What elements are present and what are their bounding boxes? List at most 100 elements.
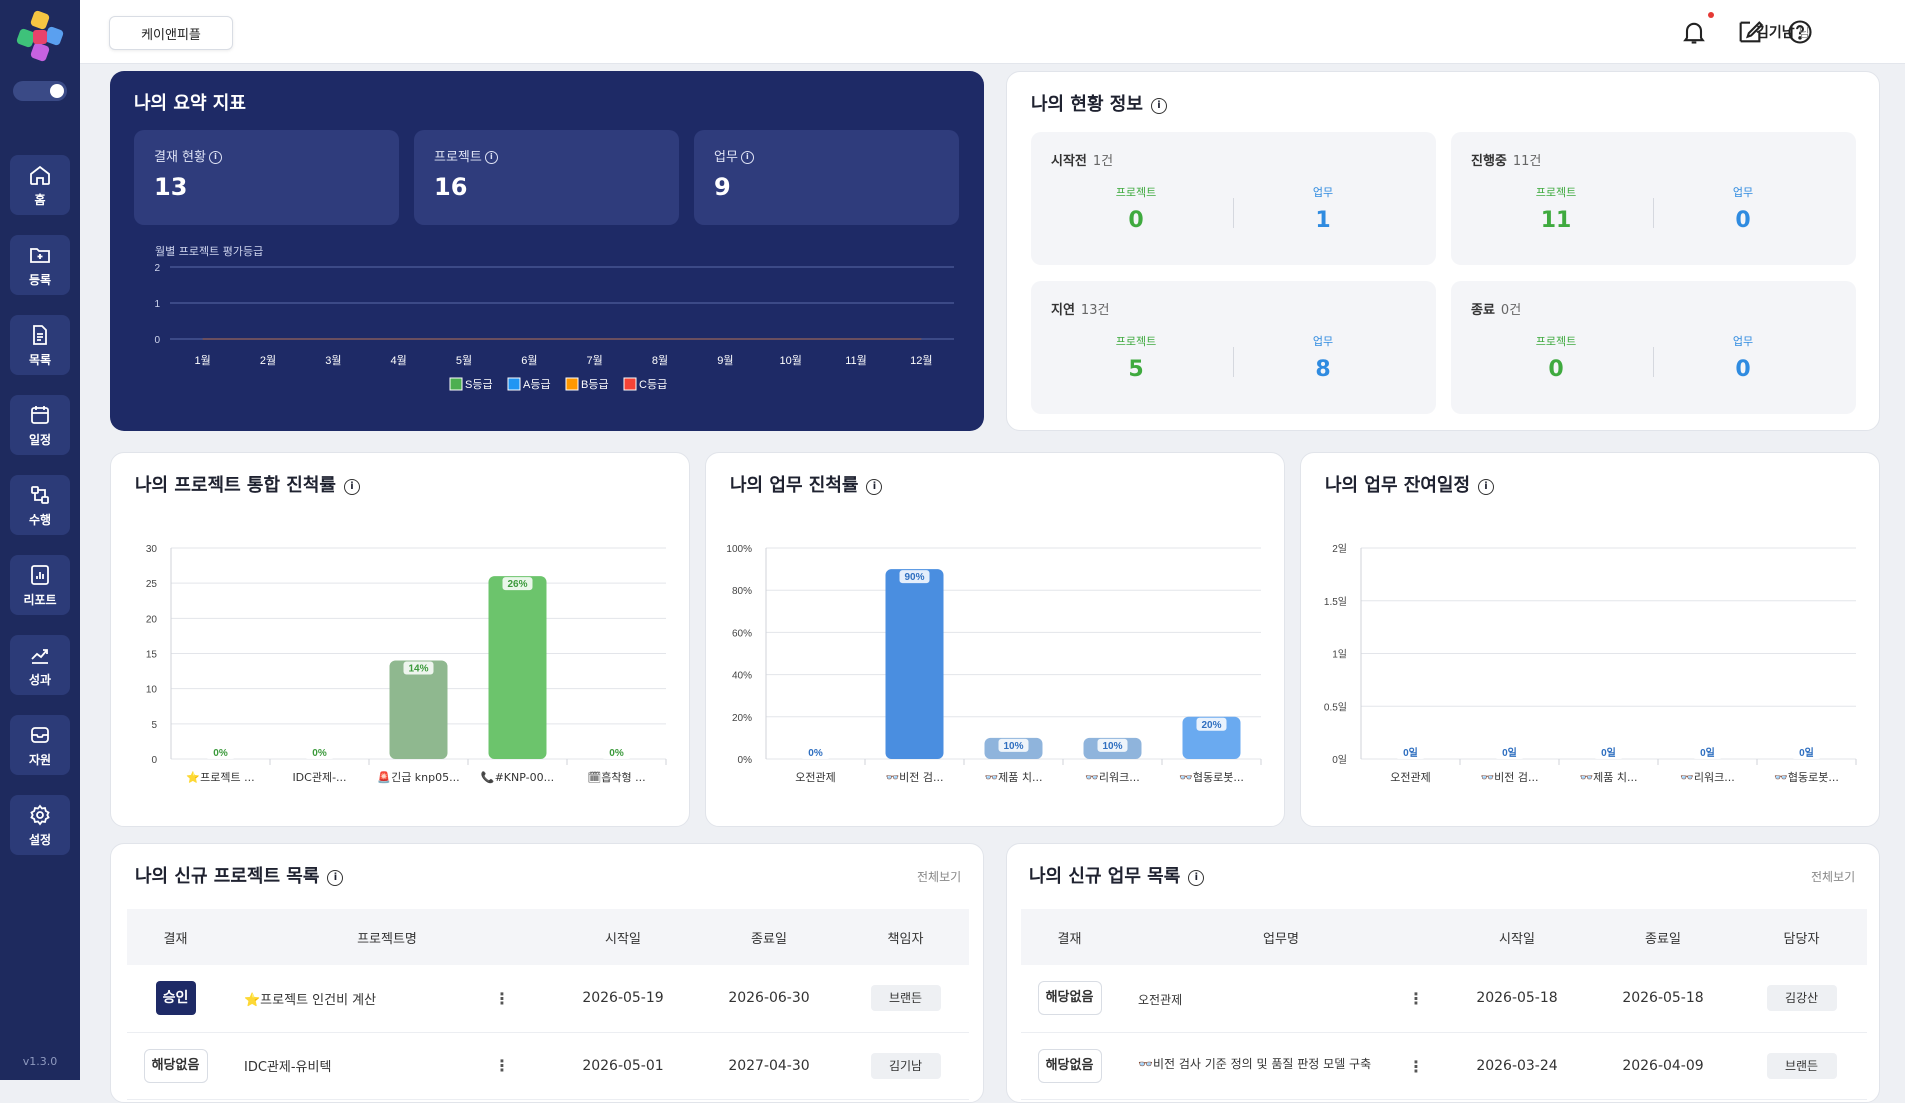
status-badge: 해당없음 — [1037, 981, 1102, 1016]
table-row[interactable]: 해당없음 IDC관제-유비텍 ⋮ 2026-05-01 2027-04-30 김기… — [127, 1032, 969, 1100]
info-icon[interactable]: i — [208, 151, 222, 164]
more-icon[interactable]: ⋮ — [494, 988, 510, 1008]
stat-project[interactable]: 프로젝트 i 16 — [414, 130, 679, 225]
col-start[interactable]: 시작일 — [1444, 909, 1590, 965]
info-icon[interactable]: i — [1478, 479, 1495, 495]
inbox-icon — [31, 726, 49, 743]
legend-label: S등급 — [465, 378, 493, 391]
more-icon[interactable]: ⋮ — [1408, 1057, 1424, 1076]
nav-performance[interactable]: 성과 — [10, 635, 70, 695]
x-tick-label: 오전관제 — [795, 771, 835, 784]
help-icon[interactable] — [1786, 18, 1814, 46]
info-icon[interactable]: i — [327, 870, 344, 886]
status-task[interactable]: 업무 0 — [1732, 335, 1754, 382]
status-task[interactable]: 업무 0 — [1732, 186, 1754, 233]
status-project[interactable]: 프로젝트 11 — [1535, 186, 1577, 233]
bar-label-bg — [800, 746, 831, 759]
status-box-title: 지연 13건 — [1051, 303, 1110, 318]
y-tick-label: 0% — [738, 755, 753, 766]
col-task-name[interactable]: 업무명 — [1118, 909, 1444, 965]
status-task[interactable]: 업무 8 — [1312, 335, 1334, 382]
status-task[interactable]: 업무 1 — [1312, 186, 1334, 233]
end-date: 2027-04-30 — [696, 1032, 842, 1100]
status-project[interactable]: 프로젝트 0 — [1115, 186, 1157, 233]
y-tick-label: 0 — [154, 335, 160, 346]
x-tick-label: 11월 — [845, 354, 867, 367]
stat-approval[interactable]: 결재 현황 i 13 — [134, 130, 399, 225]
app-logo[interactable] — [10, 10, 70, 70]
info-icon[interactable]: i — [866, 479, 883, 495]
y-tick-label: 30 — [146, 544, 158, 555]
project-name[interactable]: ⭐프로젝트 인건비 계산 — [244, 992, 377, 1008]
info-icon[interactable]: i — [343, 479, 360, 495]
status-box[interactable]: 시작전 1건 프로젝트 0 업무 1 — [1031, 132, 1436, 265]
project-see-all-link[interactable]: 전체보기 — [917, 870, 962, 884]
col-project-name[interactable]: 프로젝트명 — [224, 909, 550, 965]
nav-schedule[interactable]: 일정 — [10, 395, 70, 455]
nav-execute[interactable]: 수행 — [10, 475, 70, 535]
task-see-all-link[interactable]: 전체보기 — [1811, 870, 1856, 884]
nav-report[interactable]: 리포트 — [10, 555, 70, 615]
bar-label: 0% — [808, 748, 823, 759]
bar-label-bg — [998, 738, 1029, 752]
col-owner[interactable]: 책임자 — [842, 909, 969, 965]
more-icon[interactable]: ⋮ — [494, 1056, 510, 1075]
notification-dot — [1708, 12, 1714, 18]
x-tick-label: ⭐프로젝트 ... — [186, 771, 254, 784]
col-start[interactable]: 시작일 — [550, 909, 696, 965]
info-icon[interactable]: i — [740, 151, 754, 164]
nav-settings[interactable]: 설정 — [10, 795, 70, 855]
info-icon[interactable]: i — [1150, 98, 1167, 114]
user-menu[interactable]: 김기남 님 — [1756, 22, 1810, 42]
info-icon[interactable]: i — [1188, 870, 1205, 886]
x-tick-label: 2월 — [260, 354, 276, 367]
nav-resource-label: 자원 — [28, 752, 52, 767]
x-tick-label: 🗓흡착형 ... — [587, 770, 645, 784]
home-icon — [30, 165, 50, 185]
x-tick-label: 👓리워크... — [1680, 771, 1735, 784]
col-approval[interactable]: 결재 — [1021, 909, 1118, 965]
legend-swatch — [565, 377, 579, 391]
col-approval[interactable]: 결재 — [127, 909, 224, 965]
nav-register[interactable]: 등록 — [10, 235, 70, 295]
nav-home[interactable]: 홈 — [10, 155, 70, 215]
status-project[interactable]: 프로젝트 0 — [1535, 335, 1577, 382]
table-row[interactable]: 해당없음 오전관제 ⋮ 2026-05-18 2026-05-18 김강산 — [1021, 965, 1867, 1033]
stat-task[interactable]: 업무 i 9 — [694, 130, 959, 225]
x-tick-label: 8월 — [652, 354, 668, 367]
nav-resource[interactable]: 자원 — [10, 715, 70, 775]
x-tick-label: 1월 — [195, 354, 211, 367]
edit-icon[interactable] — [1736, 18, 1764, 46]
y-tick-label: 100% — [726, 544, 752, 555]
y-tick-label: 0.5일 — [1324, 701, 1347, 713]
x-tick-label: 10월 — [779, 354, 801, 367]
legend-label: A등급 — [523, 378, 551, 391]
col-end[interactable]: 종료일 — [696, 909, 842, 965]
status-project[interactable]: 프로젝트 5 — [1115, 335, 1157, 382]
task-name[interactable]: 👓비전 검사 기준 정의 및 품질 판정 모델 구축 — [1138, 1057, 1372, 1071]
table-row[interactable]: 승인 ⭐프로젝트 인건비 계산 ⋮ 2026-05-19 2026-06-30 브… — [127, 965, 969, 1033]
status-box-title: 진행중 11건 — [1471, 154, 1542, 169]
task-name[interactable]: 오전관제 — [1138, 992, 1183, 1007]
project-name[interactable]: IDC관제-유비텍 — [244, 1060, 332, 1075]
company-selector[interactable]: 케이앤피플 — [109, 16, 233, 50]
bar-label: 10% — [1003, 741, 1023, 752]
x-tick-label: 9월 — [717, 354, 733, 367]
nav-list[interactable]: 목록 — [10, 315, 70, 375]
more-icon[interactable]: ⋮ — [1408, 988, 1424, 1008]
y-tick-label: 2일 — [1332, 543, 1347, 555]
bar-label: 0% — [213, 748, 228, 759]
y-tick-label: 0일 — [1332, 754, 1347, 766]
status-box-title: 종료 0건 — [1471, 303, 1522, 318]
table-row[interactable]: 해당없음 👓비전 검사 기준 정의 및 품질 판정 모델 구축 ⋮ 2026-03… — [1021, 1032, 1867, 1100]
info-icon[interactable]: i — [484, 151, 498, 164]
col-end[interactable]: 종료일 — [1590, 909, 1736, 965]
start-date: 2026-05-18 — [1444, 965, 1590, 1033]
bell-icon[interactable] — [1680, 18, 1708, 46]
theme-toggle[interactable] — [13, 81, 67, 101]
bar-label-bg — [1395, 746, 1426, 759]
col-assignee[interactable]: 담당자 — [1736, 909, 1867, 965]
